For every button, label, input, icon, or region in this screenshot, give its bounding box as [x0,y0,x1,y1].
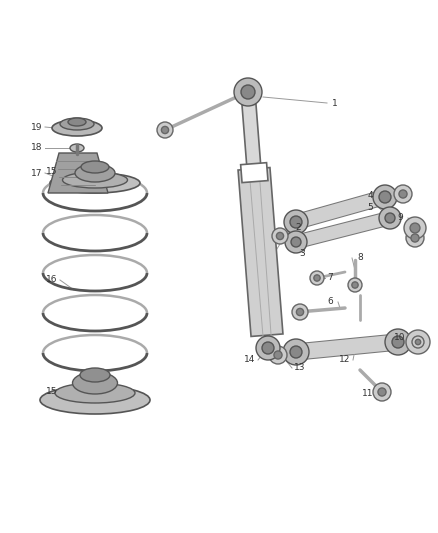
Text: 9: 9 [397,214,403,222]
Circle shape [284,210,308,234]
Circle shape [378,388,386,396]
Circle shape [394,185,412,203]
Circle shape [310,271,324,285]
Circle shape [283,339,309,365]
Polygon shape [238,167,283,336]
Circle shape [348,278,362,292]
Ellipse shape [75,164,115,182]
Text: 4: 4 [367,190,373,199]
Circle shape [415,340,421,345]
Text: 11: 11 [362,389,374,398]
Circle shape [373,185,397,209]
Circle shape [399,190,407,198]
Circle shape [406,330,430,354]
Text: 16: 16 [46,276,58,285]
Text: 8: 8 [357,254,363,262]
Text: 15: 15 [46,167,58,176]
Ellipse shape [60,118,94,130]
Circle shape [276,232,283,240]
Polygon shape [240,163,268,183]
Text: 19: 19 [31,123,43,132]
Text: 10: 10 [394,333,406,342]
Circle shape [297,309,304,316]
Text: 7: 7 [327,273,333,282]
Circle shape [413,337,424,348]
Text: 14: 14 [244,356,256,365]
Circle shape [274,351,282,359]
Text: 12: 12 [339,356,351,365]
Text: 17: 17 [31,168,43,177]
Text: 3: 3 [299,248,305,257]
Circle shape [412,336,424,348]
Circle shape [290,216,302,228]
Circle shape [385,329,411,355]
Circle shape [379,191,391,203]
Circle shape [373,383,391,401]
Circle shape [269,346,287,364]
Ellipse shape [40,386,150,414]
Ellipse shape [50,173,140,193]
Ellipse shape [55,383,135,403]
Circle shape [161,126,169,134]
Circle shape [404,217,426,239]
Circle shape [392,336,404,348]
Polygon shape [48,153,108,193]
Text: 15: 15 [46,387,58,397]
Ellipse shape [70,144,84,152]
Ellipse shape [63,172,127,188]
Text: 18: 18 [31,143,43,152]
Circle shape [379,207,401,229]
Ellipse shape [81,161,109,173]
Text: 2: 2 [295,223,301,232]
Text: 13: 13 [294,364,306,373]
Circle shape [411,234,419,242]
Circle shape [157,122,173,138]
Circle shape [406,229,424,247]
Circle shape [256,336,280,360]
Circle shape [234,78,262,106]
Ellipse shape [80,368,110,382]
Circle shape [352,282,358,288]
Circle shape [410,223,420,233]
Text: 6: 6 [327,297,333,306]
Ellipse shape [68,118,86,126]
Circle shape [262,342,274,354]
Text: 5: 5 [367,203,373,212]
Polygon shape [242,104,261,169]
Ellipse shape [73,372,117,394]
Text: 1: 1 [332,99,338,108]
Circle shape [285,231,307,253]
Circle shape [272,228,288,244]
Circle shape [385,213,395,223]
Circle shape [314,275,320,281]
Circle shape [241,85,255,99]
Circle shape [290,346,302,358]
Circle shape [291,237,301,247]
Circle shape [292,304,308,320]
Ellipse shape [52,120,102,136]
